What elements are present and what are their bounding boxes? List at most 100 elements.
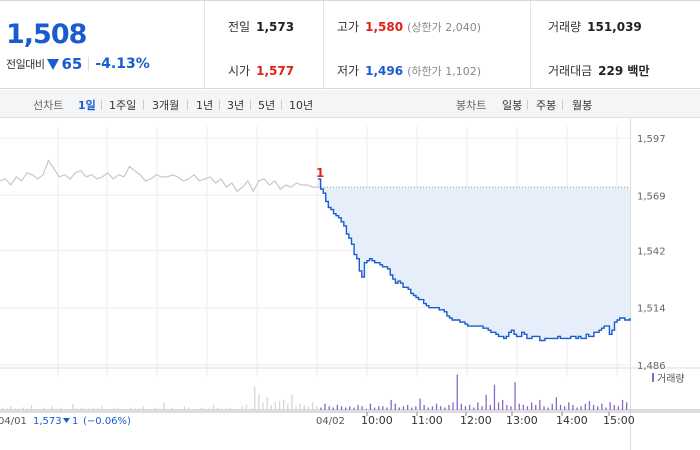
range-3m-tab[interactable]: 3개월 bbox=[152, 99, 180, 112]
volume-bar bbox=[551, 403, 553, 410]
volume-bar bbox=[150, 408, 153, 410]
volume-bar bbox=[26, 408, 29, 410]
volume-bar bbox=[609, 402, 611, 410]
stat-low: 저가 1,496 (하한가 1,102) bbox=[337, 62, 481, 79]
divider bbox=[527, 100, 528, 110]
y-tick-label: 1,597 bbox=[637, 134, 666, 145]
volume-bar bbox=[183, 406, 186, 410]
x-tick-label: 12:00 bbox=[460, 414, 492, 427]
stat-label: 저가 bbox=[337, 64, 360, 78]
stat-label: 고가 bbox=[337, 20, 360, 34]
volume-bar bbox=[303, 404, 305, 410]
volume-bar bbox=[196, 408, 198, 410]
chart-area bbox=[318, 178, 630, 341]
volume-bar bbox=[22, 407, 24, 410]
volume-bar bbox=[14, 408, 16, 410]
volume-bar bbox=[311, 402, 314, 410]
volume-bar bbox=[278, 401, 281, 410]
volume-bar bbox=[423, 404, 425, 410]
volume-bar bbox=[473, 407, 475, 410]
volume-bar bbox=[489, 404, 491, 410]
y-tick-label: 1,542 bbox=[637, 246, 666, 257]
volume-bar bbox=[464, 406, 467, 410]
candle-weekly-tab[interactable]: 주봉 bbox=[536, 99, 557, 112]
divider bbox=[88, 57, 90, 71]
volume-bar bbox=[134, 408, 136, 410]
volume-bar bbox=[163, 402, 165, 410]
volume-bar bbox=[357, 404, 359, 410]
volume-bar bbox=[617, 406, 619, 410]
range-1d-tab[interactable]: 1일 bbox=[78, 99, 96, 112]
volume-bar bbox=[597, 406, 599, 410]
volume-bar bbox=[212, 404, 215, 410]
volume-bar bbox=[188, 407, 190, 410]
volume-bar bbox=[105, 408, 107, 410]
volume-bar bbox=[208, 408, 210, 410]
stat-volume: 거래량 151,039 bbox=[548, 18, 642, 35]
volume-bar bbox=[320, 407, 322, 410]
current-price-panel: 1,508 전일대비 65 -4.13% bbox=[0, 1, 205, 89]
volume-bar bbox=[225, 408, 227, 410]
divider bbox=[250, 100, 251, 110]
volume-bar bbox=[576, 407, 578, 410]
down-triangle-icon bbox=[47, 58, 60, 70]
divider bbox=[323, 1, 324, 89]
volume-bar bbox=[448, 404, 450, 410]
volume-bar bbox=[415, 406, 417, 410]
volume-bar bbox=[109, 408, 111, 410]
volume-bar bbox=[146, 408, 148, 410]
price-chart[interactable]: 1 1,597 1,569 1,542 1,514 1,486 거래량 04/01 1,5… bbox=[0, 118, 700, 450]
volume-bar bbox=[167, 408, 169, 410]
volume-bar bbox=[497, 402, 500, 410]
volume-bar bbox=[390, 399, 392, 410]
current-price: 1,508 bbox=[6, 19, 87, 50]
divider bbox=[281, 100, 282, 110]
volume-bar bbox=[175, 408, 177, 410]
candle-daily-tab[interactable]: 일봉 bbox=[502, 99, 523, 112]
divider bbox=[143, 100, 144, 110]
range-5y-tab[interactable]: 5년 bbox=[258, 99, 276, 112]
volume-bar bbox=[332, 407, 334, 410]
volume-bar bbox=[419, 398, 421, 410]
candle-monthly-tab[interactable]: 월봉 bbox=[572, 99, 593, 112]
volume-bar bbox=[328, 406, 330, 410]
volume-bar bbox=[35, 408, 37, 410]
divider bbox=[530, 1, 531, 89]
volume-bar bbox=[6, 408, 8, 410]
volume-bar bbox=[154, 407, 157, 410]
change-label: 전일대비 bbox=[6, 58, 45, 71]
x-tick-label: 13:00 bbox=[506, 414, 538, 427]
volume-bar bbox=[10, 406, 12, 410]
volume-bar bbox=[477, 402, 479, 410]
volume-bar bbox=[237, 408, 239, 410]
stat-high: 고가 1,580 (상한가 2,040) bbox=[337, 18, 481, 35]
prev-change-value: 1 bbox=[72, 416, 78, 427]
range-3y-tab[interactable]: 3년 bbox=[227, 99, 245, 112]
divider bbox=[219, 100, 220, 110]
volume-bar bbox=[386, 407, 388, 410]
volume-bar bbox=[605, 407, 607, 410]
volume-bar bbox=[378, 406, 380, 410]
volume-bar bbox=[398, 407, 400, 410]
line-chart-label: 선차트 bbox=[33, 99, 64, 112]
volume-bar bbox=[18, 408, 20, 410]
x-axis: 04/01 1,573 1 (−0.06%) 04/02 10:00 11:00 12:00 1… bbox=[0, 411, 700, 427]
down-triangle-icon bbox=[63, 418, 70, 423]
volume-bar bbox=[407, 404, 409, 410]
volume-bar bbox=[55, 408, 57, 410]
volume-bar bbox=[316, 406, 318, 410]
volume-bar bbox=[84, 408, 86, 410]
volume-bar bbox=[365, 408, 367, 410]
volume-bar bbox=[324, 403, 326, 410]
range-1w-tab[interactable]: 1주일 bbox=[109, 99, 137, 112]
stat-label: 시가 bbox=[228, 64, 251, 78]
range-1y-tab[interactable]: 1년 bbox=[196, 99, 214, 112]
x-tick-label: 14:00 bbox=[556, 414, 588, 427]
y-tick-label: 1,486 bbox=[637, 361, 666, 372]
range-10y-tab[interactable]: 10년 bbox=[289, 99, 314, 112]
volume-bar bbox=[47, 408, 49, 410]
stat-value: 1,577 bbox=[256, 64, 295, 78]
volume-bar bbox=[592, 404, 595, 410]
volume-bar bbox=[117, 408, 119, 410]
volume-bar bbox=[452, 402, 454, 410]
